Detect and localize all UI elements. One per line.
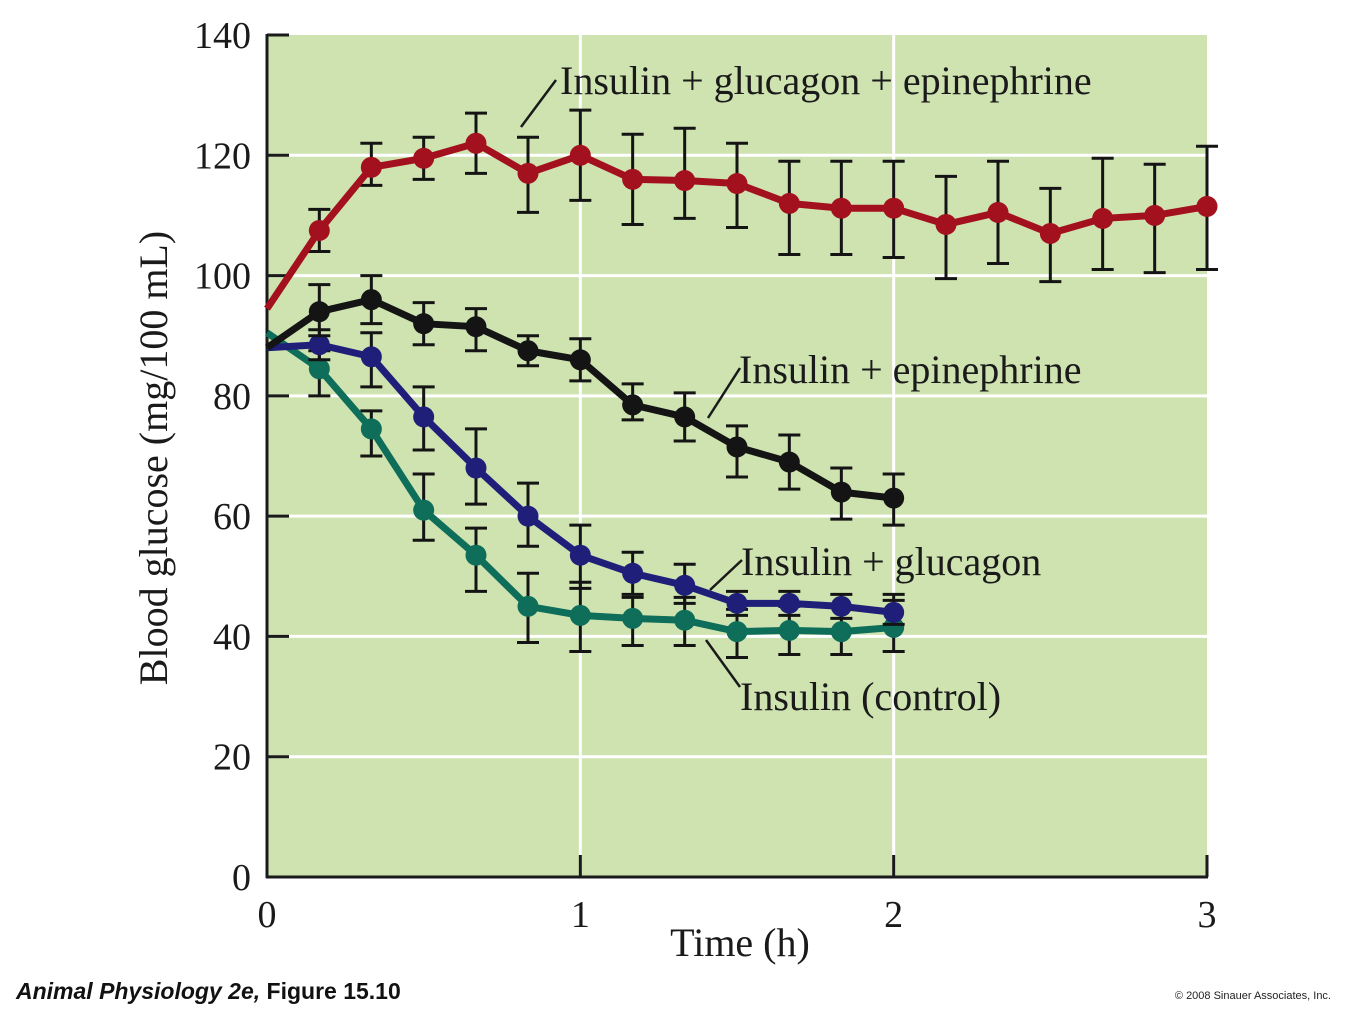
caption-book: Animal Physiology 2e, xyxy=(16,978,261,1004)
data-point xyxy=(883,601,905,623)
data-point xyxy=(1196,195,1218,217)
series-insulin-control xyxy=(265,329,905,659)
data-point xyxy=(987,201,1009,223)
y-axis-title: Blood glucose (mg/100 mL) xyxy=(131,231,176,685)
y-tick-label: 40 xyxy=(213,616,251,658)
leader-line xyxy=(704,639,742,688)
data-point xyxy=(413,499,435,521)
data-point xyxy=(778,619,800,641)
x-tick-label: 0 xyxy=(258,894,277,936)
data-point xyxy=(726,621,748,643)
data-point xyxy=(622,168,644,190)
data-point xyxy=(674,574,696,596)
y-tick-label: 60 xyxy=(213,496,251,538)
annotation-insulin-epinephrine: Insulin + epinephrine xyxy=(739,347,1081,392)
data-point xyxy=(778,592,800,614)
data-point xyxy=(517,505,539,527)
data-point xyxy=(883,487,905,509)
data-point xyxy=(569,144,591,166)
data-point xyxy=(1092,207,1114,229)
y-tick-label: 100 xyxy=(194,256,251,298)
data-point xyxy=(726,173,748,195)
data-point xyxy=(569,349,591,371)
figure-caption: Animal Physiology 2e, Figure 15.10 xyxy=(16,978,401,1005)
copyright: © 2008 Sinauer Associates, Inc. xyxy=(1174,990,1331,1002)
series-insulin-epinephrine xyxy=(265,274,905,527)
annotation-insulin-control: Insulin (control) xyxy=(740,674,1001,719)
data-point xyxy=(308,219,330,241)
data-point xyxy=(935,213,957,235)
data-point xyxy=(465,457,487,479)
data-point xyxy=(883,616,905,638)
x-tick-label: 3 xyxy=(1198,894,1217,936)
y-tick-label: 120 xyxy=(194,135,251,177)
leader-line xyxy=(519,79,558,128)
data-point xyxy=(674,406,696,428)
data-point xyxy=(1144,204,1166,226)
data-point xyxy=(360,156,382,178)
data-point xyxy=(674,170,696,192)
data-point xyxy=(830,595,852,617)
x-tick-label: 1 xyxy=(571,894,590,936)
series-layer xyxy=(264,108,1218,659)
data-point xyxy=(778,192,800,214)
data-point xyxy=(413,313,435,335)
data-point xyxy=(622,394,644,416)
annotation-insulin-glucagon: Insulin + glucagon xyxy=(741,539,1041,584)
data-point xyxy=(465,544,487,566)
caption-figure: Figure 15.10 xyxy=(260,978,401,1004)
data-point xyxy=(308,301,330,323)
data-point xyxy=(308,334,330,356)
data-point xyxy=(830,197,852,219)
data-point xyxy=(830,621,852,643)
y-tick-label: 20 xyxy=(213,737,251,779)
data-point xyxy=(360,346,382,368)
data-point xyxy=(622,562,644,584)
data-point xyxy=(517,340,539,362)
data-point xyxy=(360,289,382,311)
data-point xyxy=(360,418,382,440)
data-point xyxy=(726,592,748,614)
y-tick-label: 140 xyxy=(194,15,251,57)
data-point xyxy=(830,481,852,503)
data-point xyxy=(726,436,748,458)
series-insulin-glucagon-epinephrine xyxy=(264,108,1218,311)
leader-line xyxy=(709,559,743,591)
series-insulin-glucagon xyxy=(266,328,905,626)
data-point xyxy=(1039,222,1061,244)
x-tick-label: 2 xyxy=(884,894,903,936)
data-point xyxy=(674,609,696,631)
data-point xyxy=(569,604,591,626)
data-point xyxy=(517,595,539,617)
data-point xyxy=(622,607,644,629)
data-point xyxy=(413,406,435,428)
data-point xyxy=(465,132,487,154)
axes: 0 20 40 60 80 100 120 140 0 1 2 3 xyxy=(194,15,1217,936)
data-point xyxy=(517,162,539,184)
leader-line xyxy=(706,367,742,419)
data-point xyxy=(308,358,330,380)
y-tick-label: 80 xyxy=(213,376,251,418)
data-point xyxy=(569,544,591,566)
annotation-leaders xyxy=(519,79,743,688)
data-point xyxy=(413,147,435,169)
annotation-insulin-glucagon-epinephrine: Insulin + glucagon + epinephrine xyxy=(560,58,1092,103)
x-axis-title: Time (h) xyxy=(670,920,810,965)
y-tick-label: 0 xyxy=(232,857,251,899)
data-point xyxy=(465,316,487,338)
data-point xyxy=(778,451,800,473)
data-point xyxy=(883,197,905,219)
